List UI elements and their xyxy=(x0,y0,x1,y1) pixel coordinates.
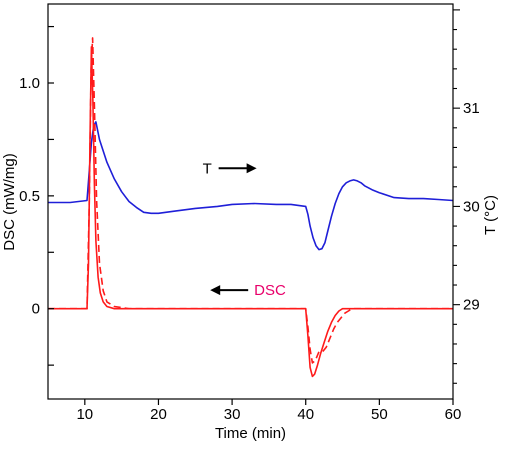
x-tick-label: 60 xyxy=(445,406,462,423)
y-right-tick-label: 30 xyxy=(463,198,480,215)
y-axis-left-title: DSC (mW/mg) xyxy=(1,153,18,251)
y-axis-right-title: T (°C) xyxy=(482,195,499,235)
dsc-series-line-2 xyxy=(48,37,453,364)
dsc-series-line-1 xyxy=(48,46,453,378)
x-axis-title: Time (min) xyxy=(215,425,286,442)
plot-frame xyxy=(47,3,454,400)
annotation-label-1: DSC xyxy=(254,282,286,299)
y-right-tick-label: 29 xyxy=(463,297,480,314)
x-tick-label: 20 xyxy=(150,406,167,423)
x-tick-label: 30 xyxy=(224,406,241,423)
annotation-label-0: T xyxy=(203,160,212,177)
annotation-arrow-0 xyxy=(218,163,257,174)
y-left-tick-label: 0 xyxy=(32,301,40,318)
y-right-tick-label: 31 xyxy=(463,100,480,117)
x-tick-label: 10 xyxy=(76,406,93,423)
y-left-tick-label: 0.5 xyxy=(19,188,40,205)
x-tick-label: 40 xyxy=(297,406,314,423)
temperature-series-line-0 xyxy=(48,121,454,251)
x-tick-label: 50 xyxy=(371,406,388,423)
annotation-arrow-1 xyxy=(210,285,249,296)
y-left-tick-label: 1.0 xyxy=(19,75,40,92)
